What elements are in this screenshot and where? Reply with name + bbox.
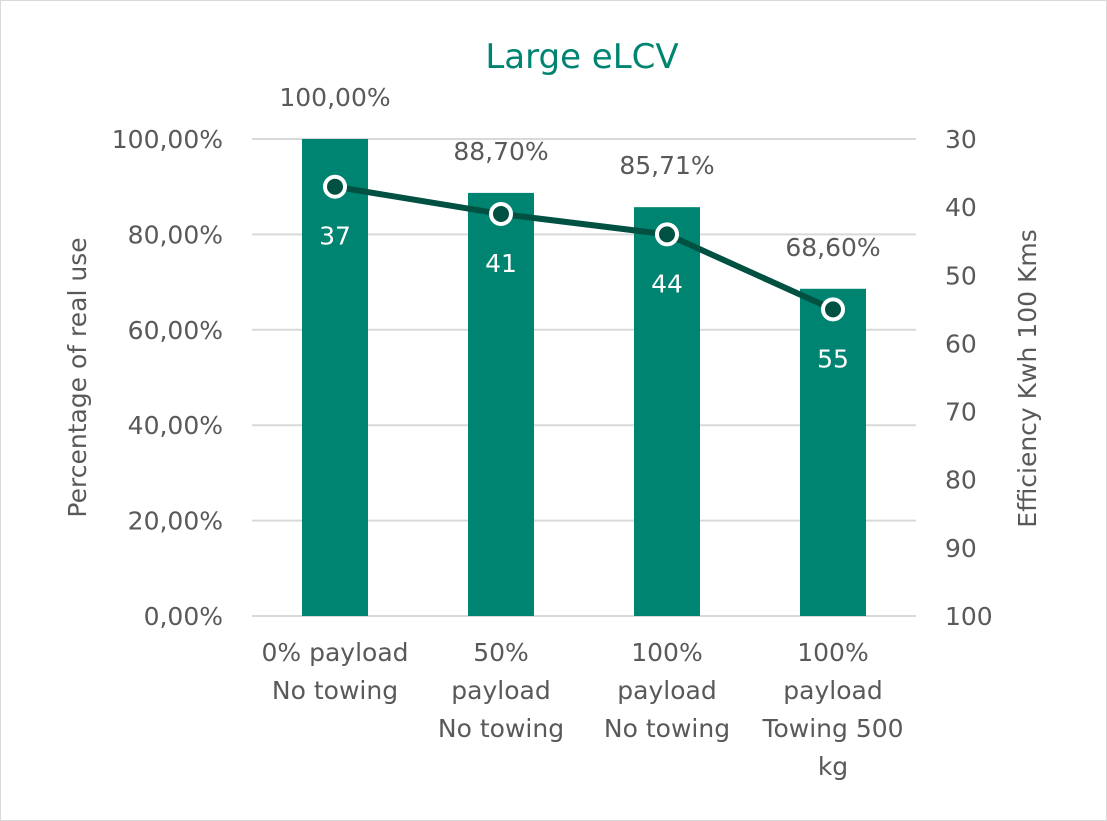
y-tick-label: 100,00% [112, 125, 223, 154]
y2-tick-label: 30 [945, 125, 977, 154]
x-tick-label: payload [783, 676, 882, 705]
x-tick-label: kg [818, 752, 848, 781]
line-data-label: 41 [485, 249, 517, 278]
x-tick-label: 100% [797, 638, 868, 667]
x-tick-label: No towing [604, 714, 730, 743]
line-point [821, 297, 845, 322]
y2-tick-label: 80 [945, 466, 977, 495]
y-tick-label: 80,00% [128, 220, 223, 249]
y2-axis-title: Efficiency Kwh 100 Kms [1013, 229, 1042, 527]
line-data-label: 55 [817, 344, 849, 373]
y2-tick-label: 50 [945, 261, 977, 290]
y-axis-title: Percentage of real use [63, 237, 92, 517]
y2-tick-label: 70 [945, 398, 977, 427]
x-tick-label: No towing [438, 714, 564, 743]
bar-data-label: 100,00% [279, 83, 390, 112]
line-data-label: 44 [651, 269, 683, 298]
y-tick-label: 40,00% [128, 411, 223, 440]
x-tick-label: No towing [272, 676, 398, 705]
bar-data-label: 85,71% [619, 151, 714, 180]
line-point [655, 222, 679, 247]
line-data-label: 37 [319, 222, 351, 251]
line-series [334, 183, 835, 313]
chart-title: Large eLCV [485, 37, 678, 77]
x-tick-label: 50% [473, 638, 529, 667]
x-tick-label: 0% payload [261, 638, 408, 667]
x-tick-label: Towing 500 [761, 714, 903, 743]
bar [800, 288, 866, 616]
line-point [323, 174, 347, 199]
y2-tick-label: 100 [945, 602, 993, 631]
bar-data-label: 88,70% [453, 137, 548, 166]
bar [302, 139, 368, 616]
x-tick-label: payload [617, 676, 716, 705]
bar [468, 192, 534, 616]
x-tick-label: payload [451, 676, 550, 705]
y2-tick-label: 90 [945, 534, 977, 563]
x-tick-label: 100% [631, 638, 702, 667]
y-tick-label: 20,00% [128, 507, 223, 536]
y2-tick-label: 40 [945, 193, 977, 222]
bar [634, 207, 700, 616]
y-tick-label: 60,00% [128, 316, 223, 345]
y2-tick-label: 60 [945, 329, 977, 358]
line-point [489, 201, 513, 226]
bar-data-label: 68,60% [785, 233, 880, 262]
y-tick-label: 0,00% [144, 602, 223, 631]
